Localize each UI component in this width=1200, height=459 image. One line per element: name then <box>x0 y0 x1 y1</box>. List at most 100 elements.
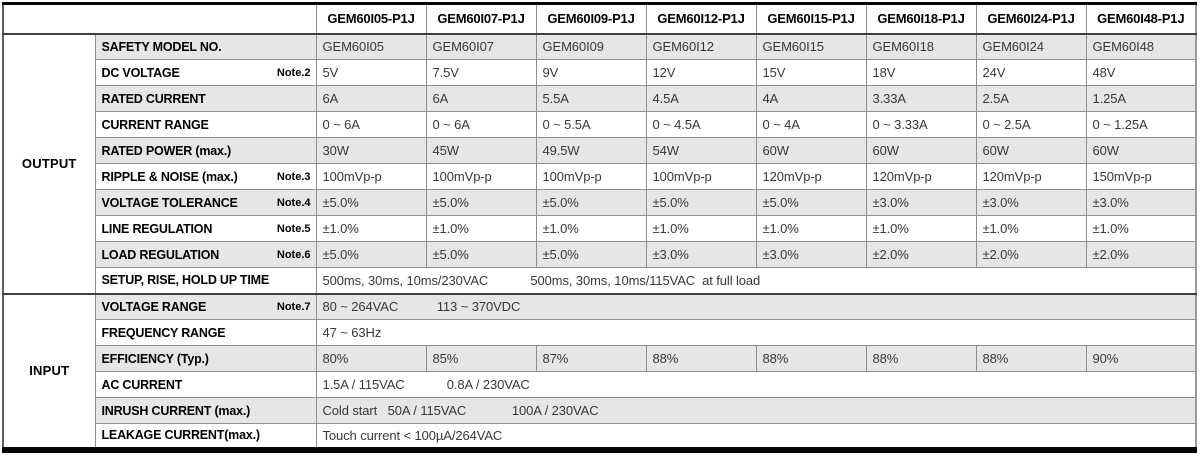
spec-value: ±3.0% <box>975 189 1087 216</box>
row-label: VOLTAGE RANGE <box>101 299 207 314</box>
spec-value: 9V <box>535 59 647 86</box>
note-label: Note.2 <box>276 66 311 79</box>
spec-value: ±1.0% <box>645 215 757 242</box>
model-column-header: GEM60I09-P1J <box>535 3 647 35</box>
spec-value-merged: 1.5A / 115VAC 0.8A / 230VAC <box>315 371 1197 398</box>
spec-value: ±5.0% <box>315 241 427 268</box>
spec-value: 88% <box>865 345 977 372</box>
spec-value: ±1.0% <box>755 215 867 242</box>
table-row: VOLTAGE TOLERANCE Note.4 ±5.0% ±5.0% ±5.0… <box>3 189 1197 216</box>
note-label: Note.3 <box>276 170 311 183</box>
note-label: Note.4 <box>276 196 311 209</box>
spec-value: 0 ~ 6A <box>315 111 427 138</box>
spec-value: 60W <box>975 137 1087 164</box>
spec-value-merged: 47 ~ 63Hz <box>315 319 1197 346</box>
section-label-output: OUTPUT <box>2 33 96 294</box>
spec-value: 54W <box>645 137 757 164</box>
spec-value: 0 ~ 3.33A <box>865 111 977 138</box>
table-row: INPUT VOLTAGE RANGE Note.7 80 ~ 264VAC 11… <box>2 292 1197 450</box>
spec-value: 15V <box>755 59 867 86</box>
model-column-header: GEM60I07-P1J <box>425 3 537 35</box>
spec-value: 88% <box>645 345 757 372</box>
table-row: CURRENT RANGE 0 ~ 6A 0 ~ 6A 0 ~ 5.5A 0 ~… <box>3 111 1197 138</box>
spec-value: ±1.0% <box>425 215 537 242</box>
spec-value: 60W <box>865 137 977 164</box>
model-column-header: GEM60I15-P1J <box>755 3 867 35</box>
spec-value: 100mVp-p <box>535 163 647 190</box>
row-label-cell: FREQUENCY RANGE <box>94 319 317 346</box>
spec-table: GEM60I05-P1J GEM60I07-P1J GEM60I09-P1J G… <box>2 2 1197 453</box>
spec-value: 7.5V <box>425 59 537 86</box>
spec-value: 87% <box>535 345 647 372</box>
spec-value: ±2.0% <box>865 241 977 268</box>
table-row: RATED CURRENT 6A 6A 5.5A 4.5A 4A 3.33A 2… <box>3 85 1197 112</box>
row-label-cell: RATED POWER (max.) <box>94 137 317 164</box>
spec-value: 2.5A <box>975 85 1087 112</box>
model-header-row: GEM60I05-P1J GEM60I07-P1J GEM60I09-P1J G… <box>2 3 1197 35</box>
row-label: EFFICIENCY (Typ.) <box>101 351 209 366</box>
spec-value: 5V <box>315 59 427 86</box>
row-label: LOAD REGULATION <box>101 247 220 262</box>
spec-value: GEM60I09 <box>535 33 647 60</box>
row-label-cell: VOLTAGE RANGE Note.7 <box>94 292 317 320</box>
spec-value: 3.33A <box>865 85 977 112</box>
table-row: INRUSH CURRENT (max.) Cold start 50A / 1… <box>3 397 1197 424</box>
row-label-cell: EFFICIENCY (Typ.) <box>94 345 317 372</box>
spec-value: ±1.0% <box>865 215 977 242</box>
spec-value: GEM60I05 <box>315 33 427 60</box>
row-label-cell: CURRENT RANGE <box>94 111 317 138</box>
spec-value: 88% <box>975 345 1087 372</box>
spec-value: GEM60I48 <box>1085 33 1197 60</box>
spec-value: 4A <box>755 85 867 112</box>
note-label: Note.5 <box>276 222 311 235</box>
spec-value: 120mVp-p <box>975 163 1087 190</box>
row-label: LEAKAGE CURRENT(max.) <box>101 428 261 443</box>
spec-value: 5.5A <box>535 85 647 112</box>
section-label-input: INPUT <box>2 292 96 450</box>
row-label: AC CURRENT <box>101 377 183 392</box>
spec-value: 0 ~ 5.5A <box>535 111 647 138</box>
spec-value: 60W <box>1085 137 1197 164</box>
model-column-header: GEM60I48-P1J <box>1085 3 1197 35</box>
spec-value: ±1.0% <box>315 215 427 242</box>
spec-value: ±5.0% <box>315 189 427 216</box>
spec-value: ±3.0% <box>645 241 757 268</box>
row-label-cell: INRUSH CURRENT (max.) <box>94 397 317 424</box>
spec-value: GEM60I24 <box>975 33 1087 60</box>
spec-value: 45W <box>425 137 537 164</box>
spec-value: ±5.0% <box>535 241 647 268</box>
spec-value: ±2.0% <box>1085 241 1197 268</box>
spec-value: ±1.0% <box>535 215 647 242</box>
row-label: RIPPLE & NOISE (max.) <box>101 169 238 184</box>
note-label: Note.6 <box>276 248 311 261</box>
spec-value-merged: Touch current < 100µA/264VAC <box>315 423 1197 450</box>
row-label-cell: SAFETY MODEL NO. <box>94 33 317 60</box>
spec-value: ±5.0% <box>755 189 867 216</box>
spec-value: 90% <box>1085 345 1197 372</box>
table-row: LINE REGULATION Note.5 ±1.0% ±1.0% ±1.0% … <box>3 215 1197 242</box>
spec-value: GEM60I15 <box>755 33 867 60</box>
spec-value: GEM60I12 <box>645 33 757 60</box>
spec-value: 150mVp-p <box>1085 163 1197 190</box>
table-row: AC CURRENT 1.5A / 115VAC 0.8A / 230VAC <box>3 371 1197 398</box>
spec-value: 100mVp-p <box>315 163 427 190</box>
table-row: RATED POWER (max.) 30W 45W 49.5W 54W 60W… <box>3 137 1197 164</box>
spec-value-merged: 500ms, 30ms, 10ms/230VAC 500ms, 30ms, 10… <box>315 267 1197 294</box>
row-label: DC VOLTAGE <box>101 65 180 80</box>
spec-value: 100mVp-p <box>425 163 537 190</box>
spec-value: 0 ~ 4.5A <box>645 111 757 138</box>
row-label-cell: LOAD REGULATION Note.6 <box>94 241 317 268</box>
table-row: RIPPLE & NOISE (max.) Note.3 100mVp-p 100… <box>3 163 1197 190</box>
spec-value: ±5.0% <box>425 241 537 268</box>
row-label: FREQUENCY RANGE <box>101 325 226 340</box>
spec-value: 0 ~ 1.25A <box>1085 111 1197 138</box>
table-row: FREQUENCY RANGE 47 ~ 63Hz <box>3 319 1197 346</box>
spec-value: ±5.0% <box>535 189 647 216</box>
spec-value: ±5.0% <box>645 189 757 216</box>
row-label: LINE REGULATION <box>101 221 213 236</box>
table-row: OUTPUT SAFETY MODEL NO. GEM60I05 GEM60I0… <box>2 33 1197 294</box>
spec-value: 0 ~ 6A <box>425 111 537 138</box>
spec-value: 6A <box>315 85 427 112</box>
table-row: SETUP, RISE, HOLD UP TIME 500ms, 30ms, 1… <box>3 267 1197 294</box>
row-label: RATED CURRENT <box>101 91 206 106</box>
